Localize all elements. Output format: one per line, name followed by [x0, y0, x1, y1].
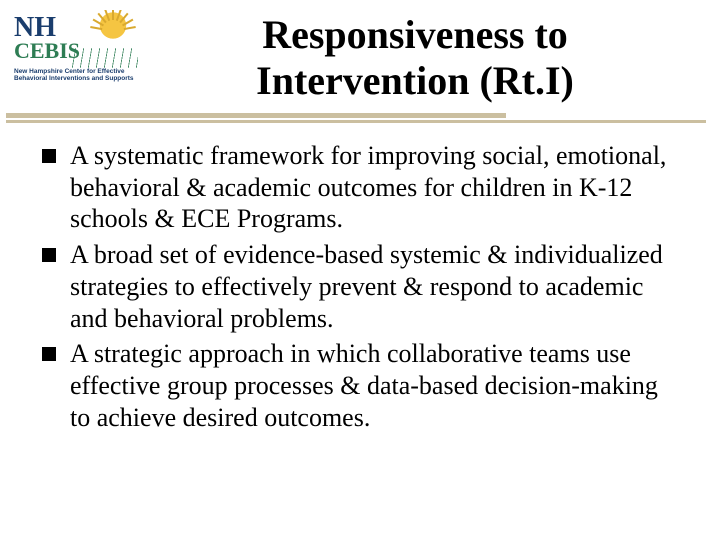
title-line-2: Intervention (Rt.I)	[256, 58, 574, 103]
body-content: A systematic framework for improving soc…	[40, 140, 680, 437]
org-logo: NH CEBIS New Hampshire Center for Effect…	[10, 10, 140, 94]
logo-tagline: New Hampshire Center for Effective Behav…	[14, 68, 136, 83]
list-item: A broad set of evidence-based systemic &…	[40, 239, 680, 334]
title-underline	[0, 113, 720, 127]
underline-bar-top	[6, 113, 506, 118]
slide-title: Responsiveness to Intervention (Rt.I)	[150, 12, 680, 104]
logo-line2: CEBIS	[14, 40, 80, 62]
grass-icon	[70, 48, 138, 68]
list-item: A systematic framework for improving soc…	[40, 140, 680, 235]
bullet-list: A systematic framework for improving soc…	[40, 140, 680, 433]
slide: NH CEBIS New Hampshire Center for Effect…	[0, 0, 720, 540]
title-line-1: Responsiveness to	[262, 12, 568, 57]
underline-bar-bottom	[6, 120, 706, 123]
list-item: A strategic approach in which collaborat…	[40, 338, 680, 433]
title-container: Responsiveness to Intervention (Rt.I)	[150, 12, 680, 104]
